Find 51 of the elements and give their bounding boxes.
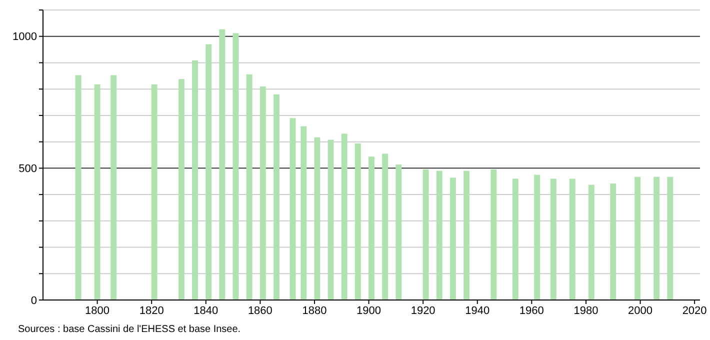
bar xyxy=(450,178,456,300)
bar xyxy=(550,178,556,300)
bar xyxy=(354,143,361,300)
x-tick-label: 1960 xyxy=(519,305,544,317)
bar xyxy=(290,118,296,300)
x-tick-label: 1980 xyxy=(574,305,598,317)
bar xyxy=(368,156,374,300)
bar xyxy=(422,170,429,300)
bar xyxy=(206,44,212,300)
bar xyxy=(151,84,158,300)
bar xyxy=(273,94,280,300)
bar xyxy=(232,33,239,300)
bar xyxy=(94,84,100,300)
x-tick-label: 2020 xyxy=(682,305,707,317)
bar xyxy=(396,164,402,300)
bar xyxy=(667,176,674,300)
bar xyxy=(246,74,252,300)
bar xyxy=(464,170,470,300)
bar xyxy=(490,170,497,300)
bar xyxy=(110,75,117,300)
bar xyxy=(300,126,307,300)
bar xyxy=(178,79,184,300)
x-tick-label: 1880 xyxy=(302,305,327,317)
bar xyxy=(512,178,518,300)
bar xyxy=(75,75,82,300)
x-tick-label: 1800 xyxy=(85,305,110,317)
bar xyxy=(260,86,266,300)
x-tick-label: 1900 xyxy=(356,305,382,317)
source-note: Sources : base Cassini de l'EHESS et base Insee. xyxy=(18,324,241,335)
bar xyxy=(192,60,198,300)
y-tick-label: 1000 xyxy=(12,31,37,44)
x-tick-label: 2000 xyxy=(628,305,653,317)
bar xyxy=(534,174,540,300)
x-tick-label: 1860 xyxy=(248,305,272,317)
y-tick-label: 500 xyxy=(18,163,37,176)
bar xyxy=(341,134,348,300)
bar xyxy=(588,184,594,300)
bar xyxy=(314,137,320,300)
bar xyxy=(219,29,226,300)
bar xyxy=(610,183,616,300)
bar xyxy=(634,176,641,300)
y-tick-label: 0 xyxy=(30,294,37,307)
bar xyxy=(328,140,334,300)
x-tick-label: 1920 xyxy=(410,305,436,317)
x-tick-label: 1820 xyxy=(139,305,164,317)
x-tick-label: 1840 xyxy=(194,305,218,317)
bar xyxy=(569,178,576,300)
bar xyxy=(382,154,388,300)
bar xyxy=(436,170,442,300)
x-tick-label: 1940 xyxy=(465,305,490,317)
bar xyxy=(654,176,660,300)
